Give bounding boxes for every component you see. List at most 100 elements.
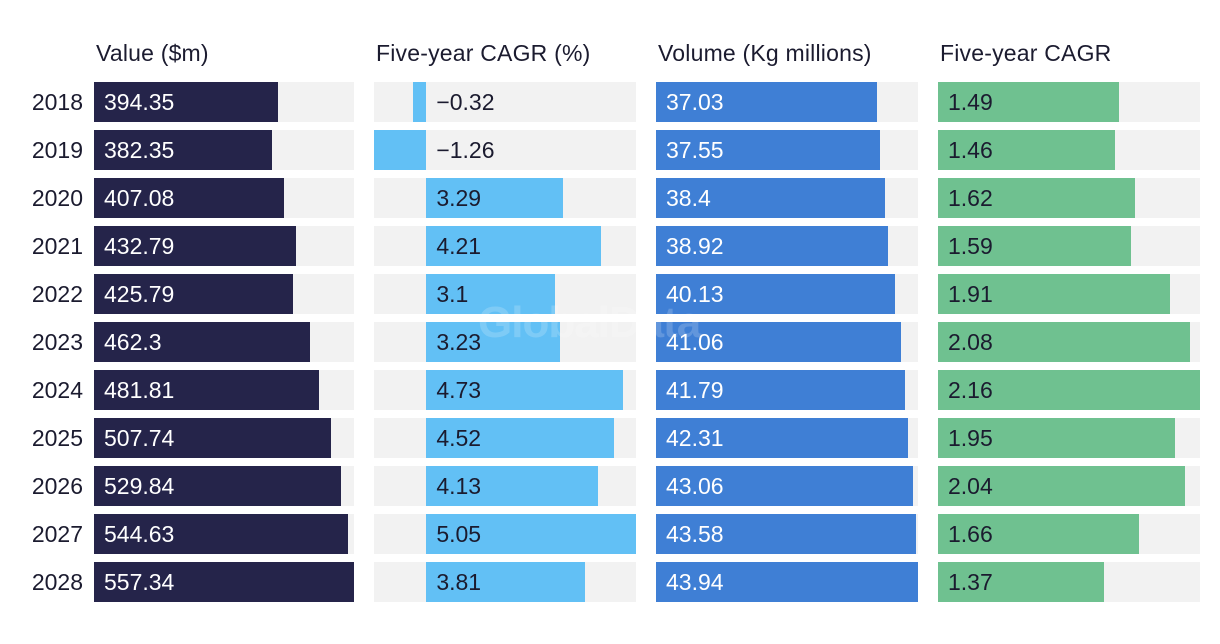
bar [94,418,331,458]
bar [938,370,1200,410]
bar [426,562,585,602]
bar [656,322,901,362]
bar [94,370,319,410]
bar [656,178,885,218]
data-label: 1.49 [948,89,993,115]
data-label: 41.79 [666,377,724,403]
data-label: 462.3 [104,329,162,355]
data-label: 1.46 [948,137,993,163]
data-label: 4.73 [436,377,482,403]
panel-title: Value ($m) [96,40,209,66]
data-label: 1.37 [948,569,993,595]
bar [656,226,889,266]
year-label: 2020 [31,185,83,211]
bar [656,274,896,314]
data-label: 425.79 [104,281,175,307]
data-label: 544.63 [104,521,175,547]
data-label: 3.29 [436,185,482,211]
panel-title: Five-year CAGR [940,40,1112,66]
bar [94,514,349,554]
bar [94,466,342,506]
bar [374,130,427,170]
data-label: 432.79 [104,233,175,259]
data-label: 407.08 [104,185,175,211]
bar [426,226,602,266]
bar [426,274,556,314]
data-label: 1.66 [948,521,993,547]
year-label: 2026 [31,473,83,499]
bar [656,514,916,554]
bar [656,562,918,602]
year-label: 2018 [31,89,83,115]
bar [94,322,310,362]
data-label: 38.92 [666,233,724,259]
data-label: 557.34 [104,569,175,595]
bar [938,514,1140,554]
data-label: 4.52 [436,425,482,451]
data-label: 38.4 [666,185,711,211]
bar [94,82,278,122]
data-label: 2.08 [948,329,993,355]
data-label: 3.1 [436,281,469,307]
bar [426,322,561,362]
bar [426,178,563,218]
data-label: −0.32 [436,89,495,115]
year-label: 2019 [31,137,83,163]
bar [94,562,354,602]
bar [94,130,273,170]
data-label: 40.13 [666,281,724,307]
data-label: 1.95 [948,425,993,451]
bar [938,82,1119,122]
bar [656,130,880,170]
year-label: 2028 [31,569,83,595]
bar [426,466,598,506]
data-label: 43.06 [666,473,724,499]
bar [656,370,906,410]
bar [426,514,636,554]
data-label: 529.84 [104,473,175,499]
bar [938,226,1131,266]
bar [656,466,913,506]
data-label: 37.03 [666,89,724,115]
data-label: 4.21 [436,233,482,259]
bar [938,418,1175,458]
bar [938,274,1170,314]
data-label: 2.16 [948,377,993,403]
panel-title: Volume (Kg millions) [658,40,872,66]
bar [938,130,1116,170]
data-label: 37.55 [666,137,724,163]
bar [938,178,1135,218]
data-label: 394.35 [104,89,175,115]
data-label: 1.59 [948,233,993,259]
data-label: 1.91 [948,281,993,307]
year-label: 2025 [31,425,83,451]
bar [426,370,623,410]
data-label: −1.26 [436,137,495,163]
bar [938,322,1191,362]
year-label: 2024 [31,377,83,403]
data-label: 382.35 [104,137,175,163]
data-label: 43.58 [666,521,724,547]
bar [938,466,1186,506]
bar [94,178,284,218]
bar [426,418,614,458]
bar [938,562,1105,602]
data-label: 3.81 [436,569,482,595]
panel-title: Five-year CAGR (%) [376,40,591,66]
data-label: 41.06 [666,329,724,355]
data-label: 43.94 [666,569,724,595]
data-label: 5.05 [436,521,482,547]
data-label: 2.04 [948,473,993,499]
data-label: 507.74 [104,425,175,451]
year-label: 2022 [31,281,83,307]
data-label: 481.81 [104,377,175,403]
year-label: 2021 [31,233,83,259]
bar [413,82,427,122]
year-label: 2023 [31,329,83,355]
year-label: 2027 [31,521,83,547]
data-label: 3.23 [436,329,482,355]
bar [94,226,296,266]
data-label: 4.13 [436,473,482,499]
data-label: 1.62 [948,185,993,211]
